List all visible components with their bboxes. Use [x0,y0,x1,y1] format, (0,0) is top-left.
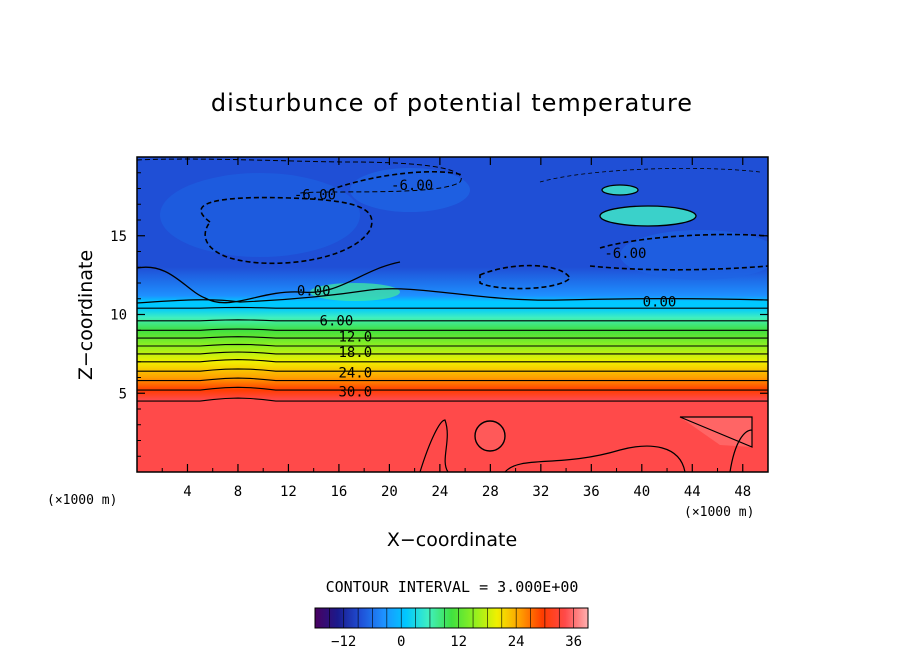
x-tick-label: 44 [684,484,701,500]
x-tick-label: 40 [633,484,650,500]
colorbar [314,607,589,629]
y-tick-label: 15 [110,229,127,245]
contour-line [137,377,768,382]
x-tick-label: 24 [431,484,448,500]
warm-anomaly-small [602,185,638,195]
contour-line [137,319,768,322]
contour-line [137,359,768,363]
x-axis-unit-right: (×1000 m) [684,505,754,520]
y-axis-label: Z−coordinate [75,250,97,380]
contour-line [329,170,463,191]
x-tick-label: 8 [234,484,242,500]
contour-line [137,158,462,194]
contour-label: 6.00 [320,314,354,330]
colorbar-ticks: −12 0 12 24 36 [314,608,589,650]
contour-line [479,264,571,290]
y-axis: 5 10 15 [110,172,768,457]
cold-anomaly-east [620,230,768,280]
contour-line [137,351,768,355]
x-axis-unit-left: (×1000 m) [47,493,117,508]
contour-line [137,368,768,372]
contour-label: -6.00 [294,188,336,204]
contour-line [137,386,768,391]
warm-cell [474,421,506,451]
contour-line [137,261,401,304]
contour-line [137,336,768,339]
x-tick-label: 48 [734,484,751,500]
contour-line [137,288,768,304]
contour-line [137,343,768,347]
contour-line [599,205,697,227]
colorbar-tick-label: 24 [508,634,525,650]
y-tick-label: 5 [119,386,127,402]
contour-label: 24.0 [338,366,372,382]
contour-line [679,416,753,472]
contour-line [601,184,639,196]
contour-label: -6.00 [391,178,433,194]
cold-anomaly-west [160,173,360,257]
band-contours [137,306,768,402]
x-tick-label: 12 [280,484,297,500]
x-axis: 4 8 12 16 20 24 28 32 36 40 44 48 [161,157,751,500]
contour-label: -6.00 [604,246,646,262]
contour-line [137,306,768,309]
x-tick-label: 36 [583,484,600,500]
contour-line [539,167,761,183]
contour-line [474,420,506,452]
x-axis-label: X−coordinate [387,529,517,551]
warm-anomaly-east [600,206,696,226]
chart-title: disturbunce of potential temperature [211,89,693,117]
x-tick-label: 32 [532,484,549,500]
contour-label: 18.0 [338,345,372,361]
x-tick-label: 4 [183,484,191,500]
x-tick-label: 16 [330,484,347,500]
contour-line [419,419,449,472]
contour-line [589,233,768,271]
contour-label: 30.0 [338,384,372,400]
contour-line [137,328,768,331]
contour-interval-text: CONTOUR INTERVAL = 3.000E+00 [326,578,579,596]
contour-label: 12.0 [338,329,372,345]
colorbar-tick-label: 36 [565,634,582,650]
colorbar-tick-label: 0 [397,634,405,650]
contour-line [200,196,373,265]
y-tick-label: 10 [110,308,127,324]
contour-label: 0.00 [643,295,677,311]
colorbar-tick-label: −12 [331,634,356,650]
contour-lines [137,158,768,472]
x-tick-label: 20 [381,484,398,500]
colorbar-tick-label: 12 [450,634,467,650]
contour-label: 0.00 [297,284,331,300]
x-tick-label: 28 [482,484,499,500]
contour-line [137,397,768,402]
contour-line [504,445,686,472]
cold-anomaly-center [350,168,470,212]
